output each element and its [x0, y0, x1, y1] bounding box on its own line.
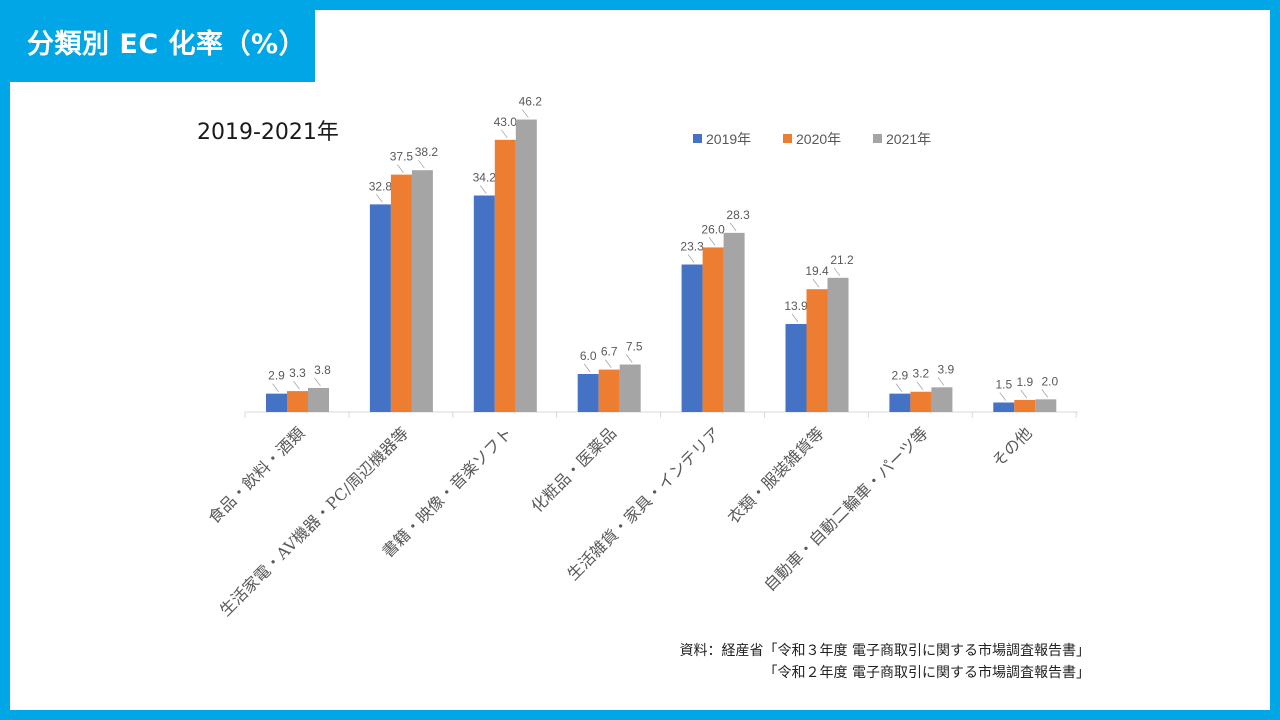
data-label-leader — [916, 381, 924, 390]
data-label-leader — [418, 159, 425, 169]
bar-2020年-1 — [390, 174, 412, 412]
data-label-leader — [999, 392, 1007, 401]
bar-2021年-6 — [931, 387, 953, 412]
data-label-leader — [604, 359, 612, 368]
source-line-2: 「令和２年度 電子商取引に関する市場調査報告書」 — [763, 665, 1090, 681]
legend-label: 2019年 — [706, 131, 751, 147]
bar-2020年-0 — [287, 391, 308, 412]
bar-2019年-0 — [266, 393, 287, 412]
bar-2019年-2 — [473, 195, 495, 412]
bar-2020年-2 — [494, 139, 516, 412]
category-label: 化粧品・医薬品 — [527, 423, 620, 516]
data-label-leader — [895, 383, 903, 392]
bar-2021年-4 — [723, 232, 745, 412]
data-label-leader — [272, 383, 279, 392]
data-label-leader — [1020, 389, 1028, 399]
data-label: 43.0 — [494, 115, 518, 129]
data-label: 37.5 — [390, 150, 414, 164]
legend-label: 2021年 — [886, 131, 931, 147]
legend-swatch-2019年 — [693, 134, 702, 143]
data-label: 2.9 — [268, 369, 285, 383]
data-label-leader — [729, 222, 737, 232]
bar-2021年-7 — [1035, 399, 1057, 412]
data-label: 7.5 — [626, 340, 643, 354]
bar-2019年-1 — [369, 204, 391, 412]
data-label-leader — [293, 380, 300, 390]
bar-2020年-7 — [1014, 399, 1036, 412]
title-banner: 分類別 EC 化率（%） — [0, 0, 315, 82]
data-label: 26.0 — [701, 222, 725, 236]
bar-2019年-6 — [889, 393, 911, 412]
source-note: 資料：経産省「令和３年度 電子商取引に関する市場調査報告書」 「令和２年度 電子… — [680, 640, 1090, 684]
category-label: 自動車・自動二輪車・パーツ等 — [760, 423, 932, 595]
bar-2019年-4 — [681, 264, 703, 412]
bar-2020年-5 — [806, 289, 828, 412]
bar-2019年-7 — [993, 402, 1015, 412]
slide-title: 分類別 EC 化率（%） — [27, 29, 307, 60]
data-label-leader — [791, 313, 799, 323]
bar-2021年-5 — [827, 277, 849, 412]
data-label: 13.9 — [784, 299, 808, 313]
data-label-leader — [625, 354, 633, 363]
category-label: 生活家電・AV機器・PC/周辺機器等 — [216, 423, 412, 619]
data-label-leader — [479, 185, 487, 194]
data-label: 3.3 — [289, 366, 306, 380]
data-label: 3.2 — [913, 367, 930, 381]
data-label: 2.9 — [892, 369, 909, 383]
data-label-leader — [812, 278, 820, 288]
data-label: 1.5 — [995, 378, 1012, 392]
data-label: 6.7 — [601, 345, 618, 359]
data-label-leader — [500, 129, 508, 139]
data-label-leader — [397, 164, 404, 173]
data-label-leader — [521, 109, 529, 118]
data-label: 6.0 — [580, 349, 597, 363]
data-label: 23.3 — [680, 240, 704, 254]
source-line-1: 資料：経産省「令和３年度 電子商取引に関する市場調査報告書」 — [679, 643, 1090, 659]
data-label-leader — [1041, 389, 1049, 398]
bar-2021年-1 — [411, 170, 433, 412]
data-label: 3.8 — [314, 363, 331, 377]
category-label: 食品・飲料・酒類 — [204, 423, 308, 527]
legend-swatch-2020年 — [783, 134, 792, 143]
data-label: 2.0 — [1041, 374, 1058, 388]
category-label: 衣類・服装雑貨等 — [724, 423, 828, 527]
data-label-leader — [937, 377, 945, 386]
data-label-leader — [708, 237, 716, 246]
data-label: 19.4 — [805, 264, 829, 278]
bar-2019年-3 — [577, 374, 599, 412]
data-label-leader — [833, 267, 841, 277]
bar-2019年-5 — [785, 324, 807, 412]
data-label-leader — [314, 377, 321, 387]
category-label: その他 — [988, 423, 1035, 470]
data-label-leader — [687, 254, 695, 263]
bar-2021年-0 — [308, 387, 329, 412]
bar-2020年-3 — [598, 369, 620, 412]
chart-subtitle: 2019-2021年 — [197, 120, 339, 145]
bar-2021年-3 — [619, 364, 641, 412]
data-label: 32.8 — [369, 179, 393, 193]
data-label: 34.2 — [473, 171, 497, 185]
data-label: 1.9 — [1016, 375, 1033, 389]
bar-2020年-6 — [910, 391, 932, 412]
legend-label: 2020年 — [796, 131, 841, 147]
data-label: 21.2 — [830, 253, 854, 267]
data-label-leader — [376, 194, 383, 203]
data-label: 3.9 — [938, 362, 955, 376]
data-label: 28.3 — [726, 208, 750, 222]
data-label-leader — [583, 363, 591, 373]
bar-2021年-2 — [515, 119, 537, 412]
bar-2020年-4 — [702, 247, 724, 412]
data-label: 46.2 — [519, 95, 543, 109]
data-label: 38.2 — [415, 145, 439, 159]
legend-swatch-2021年 — [873, 134, 882, 143]
